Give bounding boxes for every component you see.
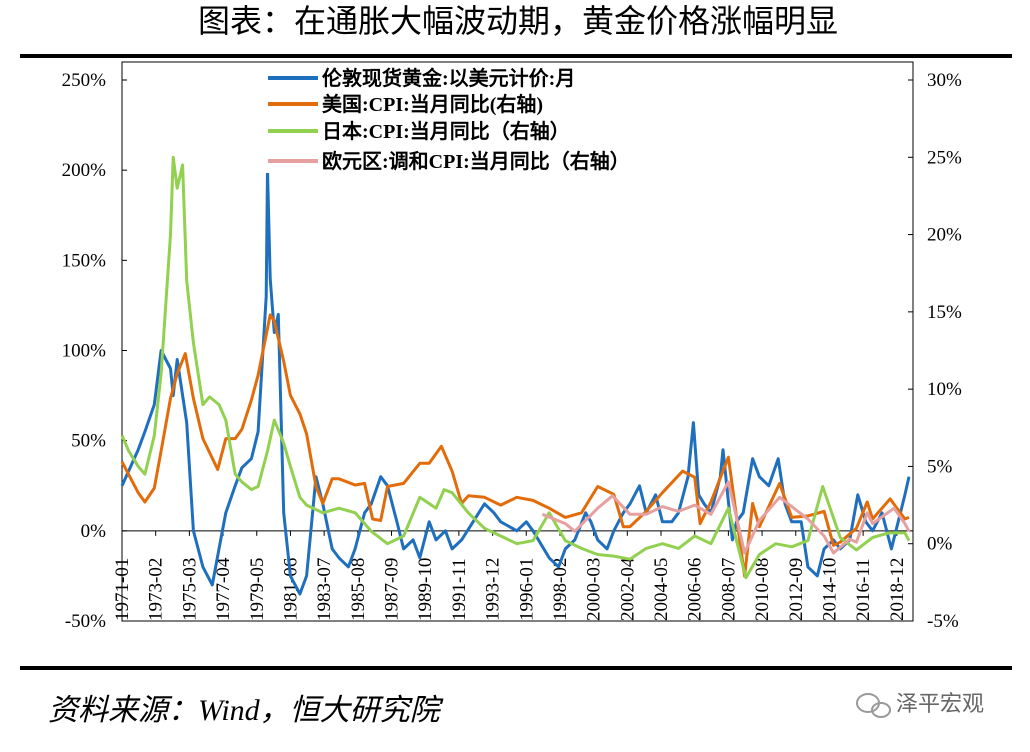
series-line [120, 155, 911, 580]
y2-tick-label: 15% [927, 302, 962, 323]
x-tick-label: 1991-11 [449, 558, 470, 621]
x-tick-label: 2004-05 [651, 558, 672, 621]
y-tick-label: 150% [62, 250, 107, 271]
series-line [120, 313, 910, 578]
x-tick-label: 1973-02 [146, 558, 167, 621]
x-tick-label: 1996-01 [516, 558, 537, 621]
series-line [541, 480, 911, 555]
x-tick-label: 1989-10 [415, 558, 436, 621]
x-tick-label: 2008-07 [718, 558, 739, 621]
x-tick-label: 2012-09 [786, 558, 807, 621]
x-tick-label: 2010-08 [752, 558, 773, 621]
legend-bg [262, 66, 782, 90]
chart-title: 图表：在通胀大幅波动期，黄金价格涨幅明显 [198, 3, 838, 39]
y-tick-label: 200% [62, 160, 107, 181]
source-note: 资料来源：Wind，恒大研究院 [48, 694, 444, 727]
x-tick-label: 1993-12 [483, 558, 504, 621]
x-tick-label: 2002-04 [617, 557, 638, 621]
x-tick-label: 2006-06 [685, 558, 706, 621]
y-tick-label: 250% [62, 70, 107, 91]
x-tick-label: 1985-08 [348, 558, 369, 621]
legend-bg [262, 149, 782, 173]
x-tick-label: 2014-10 [819, 558, 840, 621]
x-tick-label: 2000-03 [584, 558, 605, 621]
x-tick-label: 1979-05 [247, 558, 268, 621]
y-tick-label: 0% [81, 521, 107, 542]
x-tick-label: 1977-04 [213, 557, 234, 621]
legend-bg [262, 92, 782, 116]
legend-label: 日本:CPI:当月同比（右轴） [322, 119, 570, 143]
x-tick-label: 1981-06 [280, 558, 301, 621]
x-tick-label: 1983-07 [314, 558, 335, 621]
y2-tick-label: -5% [927, 611, 959, 632]
watermark-icon [856, 693, 891, 718]
y2-tick-label: 30% [927, 70, 962, 91]
y2-tick-label: 25% [927, 147, 962, 168]
legend-label: 伦敦现货黄金:以美元计价:月 [322, 66, 575, 90]
series-line [120, 168, 911, 596]
watermark: 泽平宏观 [896, 691, 984, 716]
plot-frame [121, 61, 914, 622]
y-tick-label: -50% [65, 611, 106, 632]
y2-tick-label: 0% [927, 534, 953, 555]
legend-label: 欧元区:调和CPI:当月同比（右轴） [322, 149, 630, 173]
y2-tick-label: 5% [927, 456, 953, 477]
x-tick-label: 2016-11 [853, 558, 874, 621]
x-tick-label: 1971-01 [112, 558, 133, 621]
y-tick-label: 50% [71, 431, 106, 452]
legend-bg [262, 119, 782, 143]
y-tick-label: 100% [62, 341, 107, 362]
x-tick-label: 1998-02 [550, 558, 571, 621]
x-tick-label: 2018-12 [887, 558, 908, 621]
x-tick-label: 1987-09 [382, 558, 403, 621]
y2-tick-label: 20% [927, 225, 962, 246]
legend-label: 美国:CPI:当月同比(右轴) [322, 92, 543, 116]
x-tick-label: 1975-03 [179, 558, 200, 621]
y2-tick-label: 10% [927, 379, 962, 400]
